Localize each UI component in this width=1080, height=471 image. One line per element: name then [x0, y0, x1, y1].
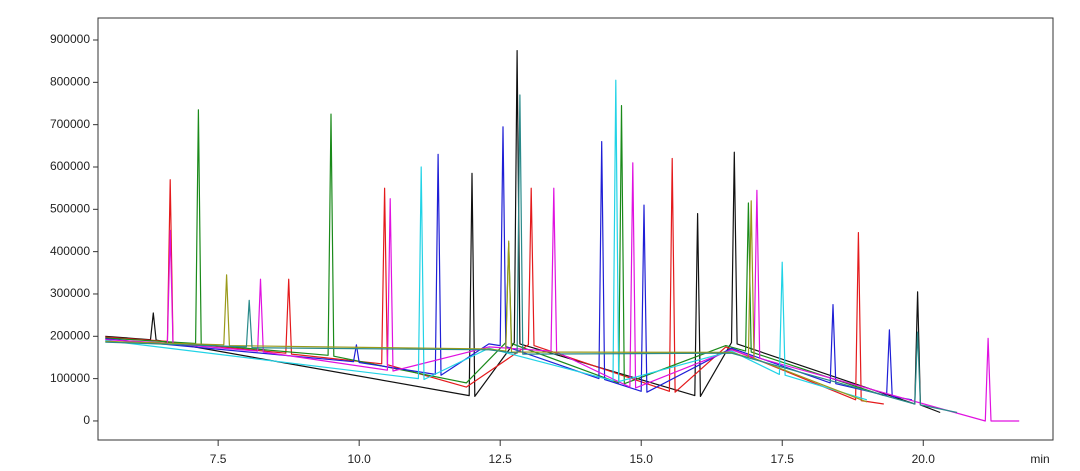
x-axis-label: min — [1030, 452, 1049, 466]
trace — [105, 157, 884, 405]
trace — [105, 162, 1020, 422]
y-tick-label: 600000 — [50, 159, 90, 173]
y-tick-label: 400000 — [50, 244, 90, 258]
trace — [105, 94, 958, 414]
x-tick-label: 17.5 — [771, 452, 795, 466]
y-tick-label: 100000 — [50, 371, 90, 385]
y-tick-label: 500000 — [50, 201, 90, 215]
y-tick-label: 800000 — [50, 75, 90, 89]
y-tick-label: 900000 — [50, 32, 90, 46]
x-tick-label: 12.5 — [489, 452, 513, 466]
y-tick-label: 700000 — [50, 117, 90, 131]
y-tick-label: 0 — [83, 413, 90, 427]
x-tick-label: 10.0 — [347, 452, 371, 466]
y-tick-label: 200000 — [50, 328, 90, 342]
plot-frame — [97, 17, 1054, 441]
trace — [105, 79, 868, 401]
x-tick-label: 7.5 — [210, 452, 227, 466]
x-tick-label: 20.0 — [912, 452, 936, 466]
x-tick-label: 15.0 — [630, 452, 654, 466]
trace — [105, 49, 941, 414]
trace — [105, 200, 868, 403]
y-tick-label: 300000 — [50, 286, 90, 300]
